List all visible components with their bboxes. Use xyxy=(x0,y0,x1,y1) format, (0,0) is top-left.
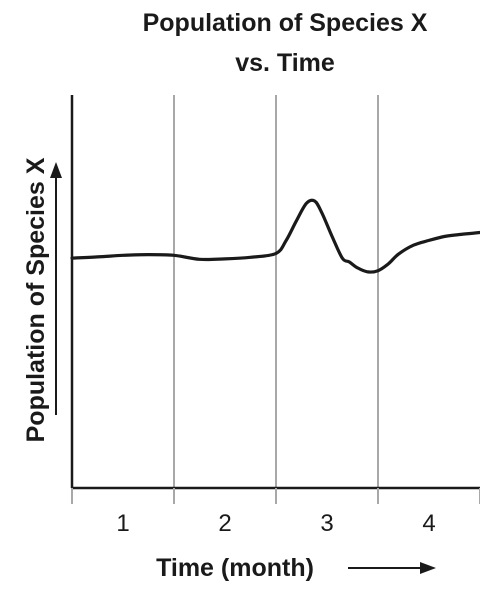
x-tick-label: 4 xyxy=(422,510,435,537)
grid-lines xyxy=(173,95,379,488)
series-line xyxy=(70,198,480,274)
x-axis-label: Time (month) xyxy=(156,554,314,582)
y-axis-arrow-icon xyxy=(50,162,62,178)
chart-title-line2: vs. Time xyxy=(235,49,335,77)
y-axis-label: Population of Species X xyxy=(22,157,50,442)
chart-title-line1: Population of Species X xyxy=(143,9,428,37)
x-ticks xyxy=(71,488,480,504)
x-tick-label: 1 xyxy=(116,510,129,537)
x-tick-label: 2 xyxy=(218,510,231,537)
x-tick-labels: 1 2 3 4 xyxy=(116,510,435,537)
x-tick-label: 3 xyxy=(320,510,333,537)
x-axis-arrow-icon xyxy=(420,562,436,574)
